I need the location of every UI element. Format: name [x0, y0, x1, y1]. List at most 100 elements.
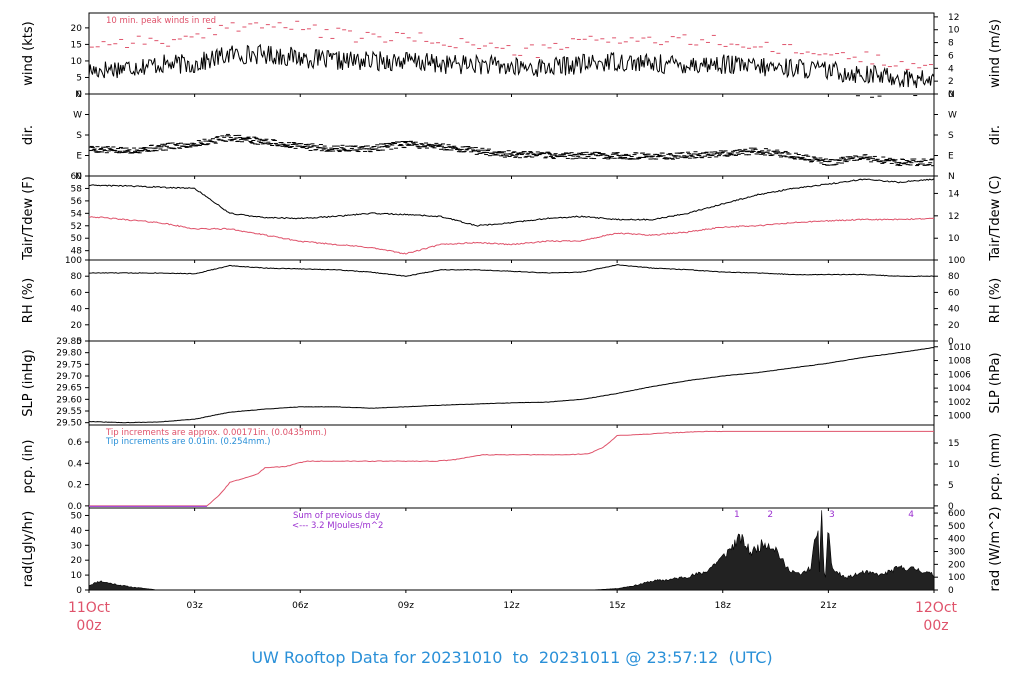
left-tick-label-rad: 10 [71, 571, 83, 581]
x-start-time: 00z [76, 618, 101, 634]
ylabel-rh: RH (%) [21, 278, 36, 323]
ylabel-right-temp: Tair/Tdew (C) [988, 175, 1003, 261]
rad-marker-4: 4 [908, 510, 914, 520]
ylabel-right-dir: dir. [988, 125, 1003, 145]
left-tick-label-slp: 29.80 [56, 349, 82, 359]
plot-rad [89, 510, 934, 590]
right-tick-label-rad: 100 [948, 573, 965, 583]
x-end-date: 12Oct [915, 600, 958, 616]
left-tick-label-slp: 29.50 [56, 419, 82, 429]
left-tick-label-slp: 29.60 [56, 395, 82, 405]
left-tick-label-rad: 50 [71, 511, 83, 521]
left-tick-label-dir: N [75, 172, 82, 182]
right-tick-label-rh: 0 [948, 337, 954, 347]
left-tick-label-wind: 5 [76, 73, 82, 83]
left-tick-label-wind: 20 [71, 24, 83, 34]
series-slp-0 [89, 347, 934, 424]
footer-time: 23:57:12 [646, 648, 719, 667]
right-tick-label-wind: 0 [948, 90, 954, 100]
ylabel-right-pcp: pcp. (mm) [988, 433, 1003, 500]
ylabel-dir: dir. [21, 125, 36, 145]
plot-dir [89, 95, 934, 167]
right-tick-label-wind: 12 [948, 13, 959, 23]
right-tick-label-wind: 10 [948, 26, 960, 36]
series-wind-speed [89, 43, 934, 89]
left-tick-label-rh: 60 [71, 288, 83, 298]
right-tick-label-dir: S [948, 131, 954, 141]
right-tick-label-rad: 0 [948, 586, 954, 596]
panel-frame-temp [88, 175, 935, 261]
ylabel-right-slp: SLP (hPa) [988, 352, 1003, 413]
left-tick-label-temp: 54 [71, 209, 83, 219]
right-tick-label-rh: 40 [948, 305, 960, 315]
left-tick-label-rad: 0 [76, 586, 82, 596]
x-start-date: 11Oct [68, 600, 111, 616]
left-tick-label-dir: E [76, 152, 82, 162]
right-tick-label-rad: 600 [948, 509, 965, 519]
pcp-annotation-red: Tip increments are approx. 0.00171in. (0… [105, 428, 327, 438]
left-tick-label-rh: 100 [65, 256, 82, 266]
left-tick-label-pcp: 0.4 [68, 459, 83, 469]
left-tick-label-wind: 15 [71, 40, 82, 50]
panel-frame-dir [88, 93, 935, 177]
panel-pcp: 0.0 0.2 0.4 0.6 0 5 10 15 pcp. (in) pcp. (mm) Tip … [21, 424, 1003, 512]
footer-to: to [512, 648, 529, 667]
plot-rh [89, 264, 934, 278]
right-tick-label-wind: 4 [948, 64, 954, 74]
left-tick-label-rad: 20 [71, 556, 83, 566]
left-tick-label-temp: 50 [71, 234, 83, 244]
footer-date-start: 20231010 [420, 648, 503, 667]
plot-temp [89, 178, 934, 255]
right-tick-label-pcp: 5 [948, 481, 954, 491]
left-tick-label-slp: 29.75 [56, 360, 82, 370]
right-tick-label-wind: 8 [948, 39, 954, 49]
series-rh-0 [89, 264, 934, 278]
rad-annotation-1: Sum of previous day [293, 511, 380, 521]
right-tick-label-rh: 100 [948, 256, 965, 266]
x-tick-label: 15z [609, 601, 625, 611]
panel-rh: 0 20 40 60 80 100 0 20 40 60 80 100 RH (%) RH (%) [21, 256, 1003, 347]
right-tick-label-temp: 14 [948, 189, 960, 199]
right-tick-label-slp: 1004 [948, 384, 971, 394]
footer-date-end: 20231011 [538, 648, 621, 667]
footer-prefix: UW Rooftop Data for [251, 648, 416, 667]
left-tick-label-dir: W [73, 111, 82, 121]
panel-frame-rh [88, 259, 935, 342]
footer-tz: (UTC) [728, 648, 773, 667]
right-tick-label-rad: 300 [948, 548, 965, 558]
panel-frame-slp [88, 340, 935, 426]
panel-wind: 0 5 10 15 20 0 2 4 6 8 10 12 wind (kts) wind (m/s) 10 … [21, 12, 1003, 100]
left-tick-label-wind: 10 [71, 57, 83, 67]
right-tick-label-pcp: 15 [948, 439, 959, 449]
footer-at: @ [625, 648, 642, 667]
plot-pcp [89, 430, 934, 507]
right-tick-label-temp: 10 [948, 234, 960, 244]
left-tick-label-temp: 48 [71, 247, 83, 257]
ylabel-right-rad: rad (W/m^2) [988, 507, 1003, 592]
left-tick-label-pcp: 0.2 [68, 481, 82, 491]
left-tick-label-rh: 20 [71, 321, 83, 331]
panel-rad: 010203040500100200300400500600rad(Lgly/h… [21, 507, 1003, 596]
series-rad-area [89, 510, 934, 590]
left-tick-label-temp: 56 [71, 197, 83, 207]
right-tick-label-slp: 1010 [948, 343, 971, 353]
left-tick-label-rad: 40 [71, 526, 83, 536]
series-pcp-fine [89, 430, 934, 507]
left-tick-label-temp: 52 [71, 222, 82, 232]
left-tick-label-slp: 29.85 [56, 337, 82, 347]
rad-marker-2: 2 [767, 510, 773, 520]
rad-annotation-2: <--- 3.2 MJoules/m^2 [292, 521, 383, 531]
right-tick-label-dir: E [948, 152, 954, 162]
rad-marker-3: 3 [829, 510, 835, 520]
footer-title: UW Rooftop Data for 20231010 to 20231011… [0, 648, 1024, 667]
right-tick-label-slp: 1006 [948, 370, 971, 380]
left-tick-label-rh: 80 [71, 272, 83, 282]
left-tick-label-dir: N [75, 90, 82, 100]
x-tick-label: 03z [187, 601, 203, 611]
right-tick-label-dir: N [948, 172, 955, 182]
pcp-annotation-blue: Tip increments are 0.01in. (0.254mm.) [105, 437, 270, 447]
left-tick-label-slp: 29.55 [56, 407, 82, 417]
